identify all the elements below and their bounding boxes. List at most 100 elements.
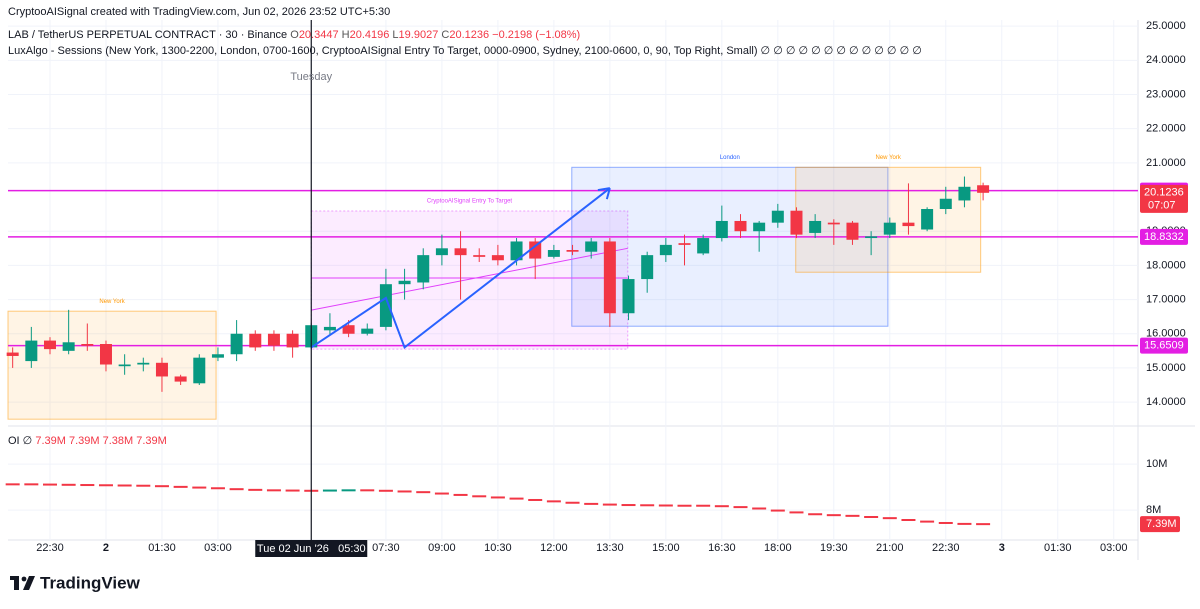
- grid: [8, 20, 1138, 540]
- candle-body: [361, 328, 374, 334]
- candle-body: [659, 244, 672, 256]
- ohlc-value: 20.4196: [349, 29, 390, 41]
- candle-body: [977, 185, 990, 193]
- x-tick-label: 19:30: [820, 542, 848, 554]
- session-label: New York: [876, 155, 902, 161]
- candle-body: [81, 344, 94, 346]
- ohlc-value: 19.9027: [398, 29, 439, 41]
- candle-body: [25, 340, 38, 362]
- oi-legend-value: 7.39M: [136, 435, 167, 447]
- candle-body: [174, 376, 187, 382]
- y-tick-label: 23.0000: [1146, 88, 1186, 100]
- candle-body: [211, 354, 224, 358]
- session-box: [7, 310, 217, 420]
- candle-body: [193, 357, 206, 384]
- ohlc-value: 20.1236: [449, 29, 490, 41]
- x-tick-label: 01:30: [1044, 542, 1072, 554]
- x-tick-label: 18:00: [764, 542, 792, 554]
- candle-body: [62, 342, 75, 351]
- candle-body: [771, 210, 784, 223]
- y-tick-label: 22.0000: [1146, 123, 1186, 135]
- x-tick-label: 15:00: [652, 542, 680, 554]
- candle-body: [473, 255, 486, 257]
- candle-body: [417, 255, 430, 283]
- brand-name: TradingView: [40, 573, 141, 592]
- symbol-line: LAB / TetherUS PERPETUAL CONTRACT · 30 ·…: [8, 29, 580, 41]
- candle-body: [323, 326, 336, 331]
- candle-body: [958, 186, 971, 201]
- candle-body: [529, 241, 542, 259]
- oi-legend-value: 7.39M: [35, 435, 66, 447]
- y-tick-label: 14.0000: [1146, 396, 1186, 408]
- candle-body: [902, 222, 915, 227]
- candle-body: [846, 222, 859, 240]
- x-tick-label: 10:30: [484, 542, 512, 554]
- candle-body: [697, 238, 710, 254]
- ohlc-key: C: [441, 29, 450, 41]
- candle-body: [267, 333, 280, 346]
- candle-body: [883, 222, 896, 235]
- arrow-head: [597, 187, 611, 200]
- candle-body: [547, 250, 560, 257]
- ohlc-key: L: [392, 29, 399, 41]
- x-tick-label: 09:00: [428, 542, 456, 554]
- candle-body: [99, 344, 112, 365]
- oi-tick-label: 8M: [1146, 504, 1161, 516]
- x-tick-label: 3: [999, 542, 1005, 554]
- x-tick-label: 03:00: [204, 542, 232, 554]
- candle-body: [342, 325, 355, 334]
- candle-body: [249, 333, 262, 348]
- candle-body: [827, 222, 840, 225]
- candle-body: [585, 241, 598, 252]
- countdown: 07:07: [1148, 200, 1176, 212]
- y-tick-label: 21.0000: [1146, 157, 1186, 169]
- x-tick-label: 21:00: [876, 542, 904, 554]
- x-tick-label: 22:30: [36, 542, 64, 554]
- candle-body: [753, 222, 766, 232]
- candle-body: [43, 340, 56, 350]
- ohlc-key: H: [341, 29, 350, 41]
- candle-body: [435, 248, 448, 256]
- oi-name: OI ∅: [8, 435, 33, 447]
- x-tick-label: 01:30: [148, 542, 176, 554]
- candle-body: [715, 220, 728, 239]
- candle-body: [491, 255, 504, 261]
- price-label: 15.6509: [1144, 340, 1184, 352]
- price-label-bg: [1140, 337, 1188, 354]
- arrow-path: [310, 187, 611, 350]
- price-label-bg: [1140, 228, 1188, 245]
- candle-body: [510, 241, 523, 261]
- oi-values: 7.39M 7.39M 7.38M 7.39M: [35, 435, 167, 447]
- candle-body: [734, 220, 747, 232]
- x-tick-label: 07:30: [372, 542, 400, 554]
- indicator-line: LuxAlgo - Sessions (New York, 1300-2200,…: [8, 45, 922, 57]
- candle-body: [6, 352, 19, 356]
- candle-body: [230, 333, 243, 355]
- last-price-bg: [1140, 184, 1188, 213]
- candle-body: [865, 236, 878, 239]
- candle-body: [939, 198, 952, 209]
- candle-body: [155, 362, 168, 377]
- oi-legend-value: 7.39M: [68, 435, 100, 447]
- ohlc: O20.3447 H20.4196 L19.9027 C20.1236: [290, 29, 492, 41]
- y-tick-label: 16.0000: [1146, 328, 1186, 340]
- x-tick-label: 22:30: [932, 542, 960, 554]
- x-tick-label: 03:00: [1100, 542, 1128, 554]
- y-tick-label: 18.0000: [1146, 259, 1186, 271]
- crosshair-label-bg: [255, 540, 368, 557]
- candle-body: [641, 255, 654, 280]
- trend-line: [311, 247, 628, 311]
- y-tick-label: 17.0000: [1146, 293, 1186, 305]
- candle-body: [622, 279, 635, 314]
- y-tick-label: 24.0000: [1146, 54, 1186, 66]
- candle-body: [566, 250, 579, 252]
- x-tick-label: 12:00: [540, 542, 568, 554]
- candle-body: [118, 364, 131, 367]
- candle-body: [809, 220, 822, 233]
- symbol: LAB / TetherUS PERPETUAL CONTRACT · 30 ·…: [8, 29, 288, 41]
- candle-body: [398, 280, 411, 285]
- change: −0.2198 (−1.08%): [492, 29, 581, 41]
- x-tick-label: 2: [103, 542, 109, 554]
- candle-body: [137, 362, 150, 365]
